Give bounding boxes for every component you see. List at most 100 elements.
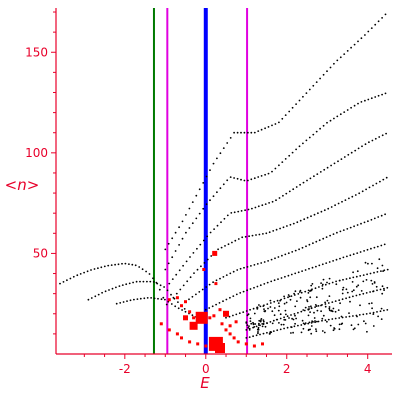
black-point <box>93 268 96 270</box>
black-point <box>313 213 316 216</box>
scatter-point <box>278 322 280 324</box>
scatter-point <box>376 267 379 270</box>
black-point <box>233 131 236 134</box>
black-point <box>205 203 208 206</box>
black-point <box>209 199 211 202</box>
black-curve-8 <box>204 243 386 311</box>
red-point <box>228 332 232 336</box>
black-point <box>266 281 269 284</box>
black-point <box>359 251 362 253</box>
black-point <box>233 177 236 179</box>
black-point <box>250 265 252 267</box>
black-point <box>356 252 359 255</box>
black-curve-4 <box>164 92 387 271</box>
black-point <box>320 210 323 213</box>
red-point <box>214 282 218 286</box>
black-point <box>357 40 359 43</box>
scatter-point <box>333 327 335 329</box>
black-point <box>255 325 258 328</box>
scatter-point <box>291 317 293 320</box>
black-point <box>315 81 318 83</box>
black-point <box>336 231 338 234</box>
black-point <box>335 280 337 283</box>
black-point <box>365 292 368 294</box>
black-point <box>360 101 363 103</box>
scatter-point <box>257 324 260 326</box>
black-point <box>325 236 328 239</box>
black-point <box>219 187 222 190</box>
scatter-point <box>284 319 287 321</box>
scatter-point <box>292 331 294 334</box>
black-point <box>246 266 249 268</box>
black-point <box>374 96 377 98</box>
black-point <box>192 252 195 254</box>
black-point <box>277 278 279 280</box>
black-point <box>261 204 264 207</box>
black-point <box>316 173 319 176</box>
black-point <box>279 328 282 331</box>
black-point <box>311 266 314 269</box>
black-point <box>364 99 366 102</box>
scatter-point <box>380 307 383 310</box>
black-point <box>171 278 174 280</box>
black-point <box>328 282 331 285</box>
scatter-point <box>378 258 381 261</box>
black-curve-5 <box>168 132 387 285</box>
black-point <box>297 311 299 314</box>
black-point <box>381 134 384 137</box>
scatter-point <box>331 310 334 313</box>
black-point <box>375 182 378 185</box>
black-point <box>383 309 385 312</box>
scatter-point <box>370 279 373 282</box>
red-point <box>167 328 171 332</box>
black-point <box>376 245 379 248</box>
black-point <box>200 265 202 268</box>
black-point <box>211 305 214 308</box>
black-point <box>303 218 306 221</box>
black-point <box>250 131 253 134</box>
scatter-point <box>346 291 349 294</box>
black-point <box>343 53 346 55</box>
black-point <box>222 300 224 303</box>
black-point <box>119 302 122 304</box>
scatter-point <box>359 304 361 307</box>
black-point <box>344 199 347 202</box>
y-axis-label: <n> <box>5 176 40 194</box>
scatter-point <box>275 318 278 321</box>
black-point <box>299 219 302 222</box>
black-point <box>358 314 361 316</box>
black-point <box>152 277 154 280</box>
black-point <box>222 147 225 150</box>
black-point <box>363 221 366 224</box>
black-point <box>314 306 316 308</box>
scatter-point <box>320 310 322 313</box>
black-point <box>379 310 382 313</box>
black-point <box>337 160 339 163</box>
black-point <box>129 299 132 302</box>
black-point <box>298 248 300 251</box>
black-point <box>353 225 355 228</box>
black-point <box>275 228 278 231</box>
scatter-point <box>315 328 317 330</box>
black-point <box>352 276 355 279</box>
x-tick-label: 4 <box>364 362 372 376</box>
black-point <box>121 262 123 265</box>
black-point <box>164 268 167 271</box>
black-point <box>195 194 198 197</box>
black-point <box>352 253 355 256</box>
scatter-point <box>308 321 311 324</box>
black-point <box>114 263 116 266</box>
scatter-point <box>256 306 259 309</box>
black-point <box>332 233 335 236</box>
black-point <box>117 263 120 266</box>
black-point <box>346 109 349 111</box>
scatter-point <box>313 317 316 319</box>
scatter-point <box>304 306 307 309</box>
black-point <box>348 315 351 318</box>
black-point <box>277 256 280 258</box>
scatter-point <box>383 289 385 291</box>
black-point <box>352 315 354 317</box>
black-point <box>353 104 356 107</box>
black-point <box>174 250 177 252</box>
black-point <box>153 297 156 300</box>
